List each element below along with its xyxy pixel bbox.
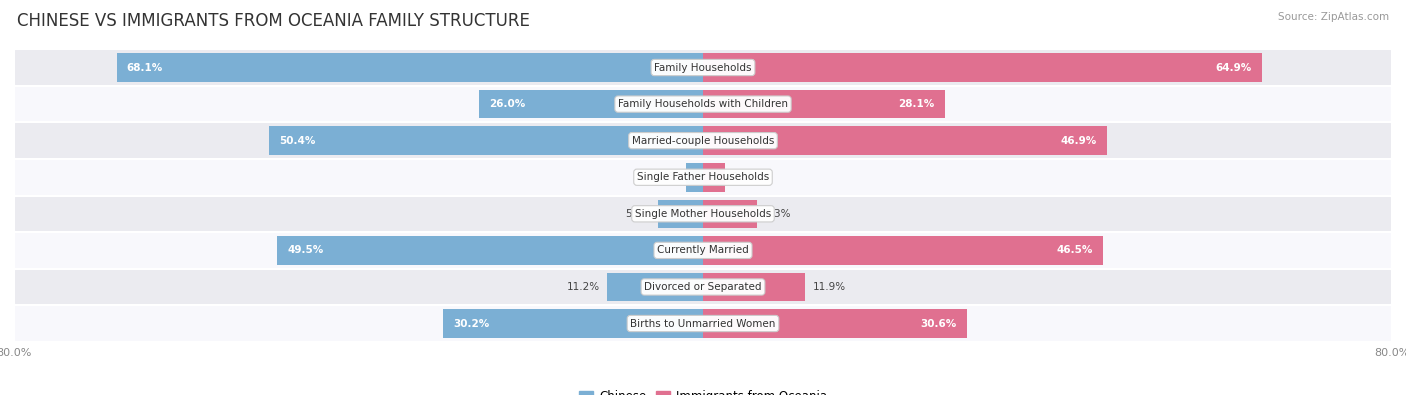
Text: 30.2%: 30.2% [453,318,489,329]
Text: Family Households with Children: Family Households with Children [619,99,787,109]
Bar [269,126,703,155]
Bar [14,269,1392,305]
Text: 46.9%: 46.9% [1060,135,1097,146]
Bar [703,273,806,301]
Bar [14,159,1392,196]
Bar [479,90,703,118]
Bar [703,236,1104,265]
Text: 68.1%: 68.1% [127,62,163,73]
Text: CHINESE VS IMMIGRANTS FROM OCEANIA FAMILY STRUCTURE: CHINESE VS IMMIGRANTS FROM OCEANIA FAMIL… [17,12,530,30]
Text: 28.1%: 28.1% [898,99,935,109]
Text: 64.9%: 64.9% [1215,62,1251,73]
Text: 50.4%: 50.4% [280,135,316,146]
Text: 2.0%: 2.0% [652,172,679,182]
Text: Births to Unmarried Women: Births to Unmarried Women [630,318,776,329]
Bar [14,122,1392,159]
Bar [14,232,1392,269]
Bar [703,199,758,228]
Text: Currently Married: Currently Married [657,245,749,256]
Text: 30.6%: 30.6% [920,318,956,329]
Bar [443,309,703,338]
Text: Family Households: Family Households [654,62,752,73]
Text: 26.0%: 26.0% [489,99,526,109]
Bar [703,163,724,192]
Bar [703,53,1263,82]
Bar [658,199,703,228]
Text: 46.5%: 46.5% [1057,245,1092,256]
Bar [606,273,703,301]
Text: 5.2%: 5.2% [624,209,651,219]
Text: Source: ZipAtlas.com: Source: ZipAtlas.com [1278,12,1389,22]
Legend: Chinese, Immigrants from Oceania: Chinese, Immigrants from Oceania [579,390,827,395]
Bar [703,309,966,338]
Text: Single Mother Households: Single Mother Households [636,209,770,219]
Text: 6.3%: 6.3% [763,209,790,219]
Bar [14,86,1392,122]
Bar [686,163,703,192]
Bar [14,305,1392,342]
Bar [277,236,703,265]
Text: 49.5%: 49.5% [287,245,323,256]
Text: Divorced or Separated: Divorced or Separated [644,282,762,292]
Bar [703,126,1107,155]
Bar [14,49,1392,86]
Bar [117,53,703,82]
Text: 11.2%: 11.2% [567,282,599,292]
Text: Single Father Households: Single Father Households [637,172,769,182]
Text: 2.5%: 2.5% [731,172,758,182]
Text: Married-couple Households: Married-couple Households [631,135,775,146]
Text: 11.9%: 11.9% [813,282,845,292]
Bar [14,196,1392,232]
Bar [703,90,945,118]
